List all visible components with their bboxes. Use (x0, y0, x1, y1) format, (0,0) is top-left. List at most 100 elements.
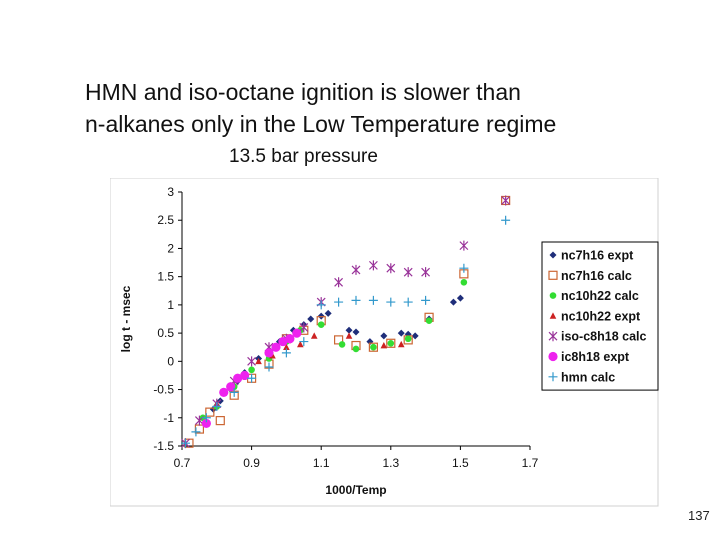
legend-label: nc10h22 calc (561, 289, 639, 303)
y-tick-label: 3 (167, 185, 174, 199)
legend-label: nc7h16 calc (561, 269, 632, 283)
data-point (403, 267, 413, 278)
chart-legend: nc7h16 expt nc7h16 calc nc10h22 calc nc10h2… (541, 241, 659, 391)
y-tick-label: 2 (167, 241, 174, 255)
legend-marker (549, 251, 557, 259)
data-point (226, 382, 236, 392)
data-point (285, 334, 295, 344)
chart-marks (180, 195, 511, 449)
data-point (229, 387, 239, 397)
data-point (386, 263, 396, 274)
data-point (386, 297, 396, 307)
y-tick-label: 0.5 (157, 326, 174, 340)
data-point (368, 260, 378, 271)
y-axis-label: log t - msec (119, 285, 133, 352)
data-point (345, 332, 353, 339)
data-point (380, 332, 388, 340)
data-point (299, 337, 309, 347)
data-point (351, 264, 361, 275)
legend-marker (548, 270, 558, 280)
data-point (317, 321, 325, 328)
y-tick-label: 1.5 (157, 270, 174, 284)
data-point (201, 418, 211, 429)
y-tick-label: 0 (167, 354, 174, 368)
data-point (248, 366, 255, 374)
data-point (351, 295, 361, 305)
data-point (233, 373, 243, 383)
data-point (180, 438, 190, 448)
data-point (456, 294, 464, 302)
slide-subtitle: 13.5 bar pressure (229, 146, 378, 167)
x-tick-label: 0.7 (174, 456, 191, 470)
data-point (425, 317, 433, 324)
legend-label: nc7h16 expt (561, 249, 634, 263)
data-point (449, 298, 457, 306)
data-point (324, 309, 332, 317)
data-point (345, 326, 353, 334)
data-point (411, 332, 419, 340)
data-point (403, 297, 413, 307)
slide-title-line-1: HMN and iso-octane ignition is slower th… (85, 79, 521, 105)
data-point (191, 427, 201, 437)
slide-number: 137 (688, 508, 710, 523)
data-point (334, 297, 344, 307)
data-point (215, 416, 225, 426)
data-point (247, 356, 257, 367)
data-point (316, 300, 326, 310)
x-tick-label: 0.9 (243, 456, 260, 470)
data-point (421, 267, 431, 278)
data-point (264, 348, 274, 358)
legend-label: ic8h18 expt (561, 350, 630, 364)
data-point (310, 332, 318, 339)
data-point (281, 348, 291, 358)
data-point (386, 338, 396, 348)
data-point (307, 315, 315, 323)
legend-marker (548, 331, 558, 342)
data-point (283, 343, 290, 351)
data-point (380, 342, 388, 349)
data-point (264, 362, 274, 372)
x-tick-label: 1.3 (382, 456, 399, 470)
legend-marker (548, 351, 558, 362)
data-point (240, 370, 250, 381)
series-6 (180, 215, 511, 448)
data-point (297, 340, 304, 348)
y-tick-label: -1 (163, 411, 174, 425)
y-tick-label: 2.5 (157, 213, 174, 227)
scatter-chart: -1.5 -1 -0.5 0 0.5 1 1.5 2 2.5 3 0.7 0.9 1.1 1.3 1.5 1.… (110, 178, 659, 507)
data-point (247, 373, 257, 383)
data-point (299, 322, 309, 333)
legend-label: hmn calc (561, 370, 615, 384)
data-point (459, 240, 469, 251)
y-tick-label: -0.5 (153, 383, 174, 397)
data-point (292, 328, 302, 338)
data-point (201, 413, 211, 423)
legend-frame (541, 241, 659, 391)
data-point (334, 277, 344, 288)
data-point (460, 279, 468, 286)
x-tick-label: 1.7 (522, 456, 539, 470)
legend-marker (548, 372, 558, 382)
data-point (212, 401, 222, 411)
data-point (501, 195, 511, 206)
chart-axes: -1.5 -1 -0.5 0 0.5 1 1.5 2 2.5 3 0.7 0.9 1.1 1.3 1.5 1.… (119, 185, 539, 497)
data-point (219, 387, 229, 397)
slide-title: HMN and iso-octane ignition is slower th… (85, 76, 705, 140)
x-tick-label: 1.5 (452, 456, 469, 470)
data-point (352, 345, 360, 353)
x-axis-label: 1000/Temp (325, 483, 386, 497)
data-point (368, 295, 378, 305)
data-point (387, 339, 395, 347)
series-5 (201, 328, 302, 429)
data-point (278, 336, 288, 347)
data-point (397, 340, 405, 348)
data-point (370, 343, 377, 351)
y-tick-label: -1.5 (153, 439, 174, 453)
data-point (421, 295, 431, 305)
data-point (404, 335, 412, 343)
data-point (334, 335, 344, 345)
legend-label: iso-c8h18 calc (561, 330, 647, 344)
data-point (459, 263, 469, 273)
data-point (255, 357, 262, 365)
legend-marker (549, 312, 557, 319)
